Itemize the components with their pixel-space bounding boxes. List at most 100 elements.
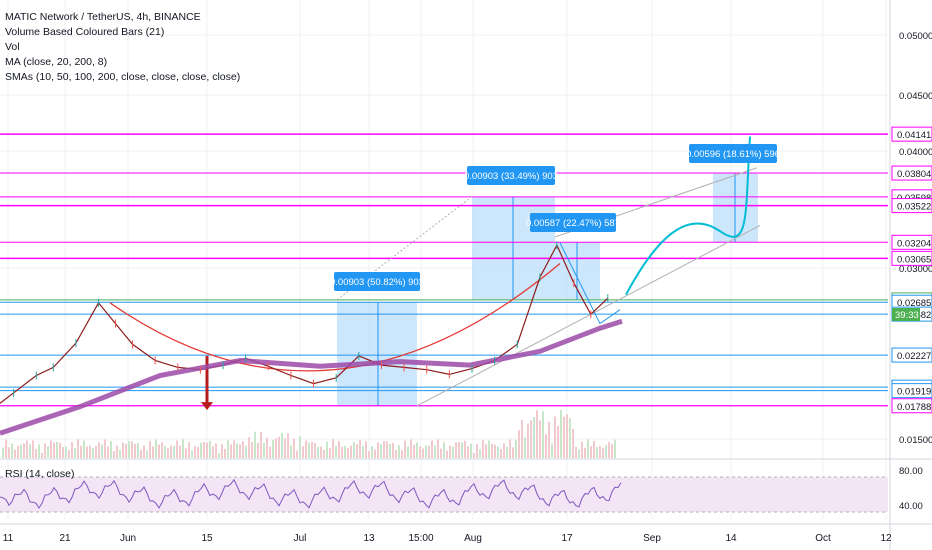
volume-bar (443, 442, 445, 458)
volume-bar (242, 441, 244, 458)
volume-bar (350, 445, 352, 458)
volume-bar (302, 446, 304, 458)
volume-bar (53, 442, 55, 458)
price-tag-box (891, 126, 932, 142)
x-tick-label: 15:00 (408, 533, 433, 544)
current-time-box (892, 308, 920, 321)
price-tag-value: 0.02227 (897, 351, 931, 362)
volume-bar (56, 441, 58, 458)
volume-bar (32, 440, 34, 458)
price-level-lines (0, 133, 888, 407)
indicator-smas[interactable]: SMAs (10, 50, 100, 200, close, close, cl… (5, 71, 241, 83)
x-tick-label: 14 (725, 533, 737, 544)
volume-bar (122, 442, 124, 458)
volume-bar (392, 443, 394, 458)
volume-bar (437, 439, 439, 458)
volume-bar (224, 448, 226, 458)
volume-bar (170, 445, 172, 458)
y-tick-label: 0.05000 (899, 31, 932, 42)
volume-bars (2, 409, 616, 458)
volume-bar (11, 443, 13, 458)
x-tick-label: 11 (3, 533, 14, 544)
volume-bar (374, 449, 376, 458)
volume-bar (359, 439, 361, 458)
volume-bar (332, 439, 334, 458)
volume-bar (206, 442, 208, 458)
volume-bar (545, 434, 547, 458)
measurement-label-bg (467, 166, 555, 185)
volume-bar (71, 441, 73, 458)
volume-bar (29, 444, 31, 458)
volume-bar (140, 449, 142, 458)
volume-bar (560, 409, 562, 458)
volume-bar (236, 443, 238, 458)
measurement-label-text: 0.00903 (50.82%) 903 (330, 277, 424, 288)
current-time-text: 39:33 (895, 310, 919, 321)
price-tag: 0.02227 (891, 347, 932, 363)
volume-bar (404, 440, 406, 458)
volume-bar (371, 445, 373, 458)
volume-bar (476, 443, 478, 458)
volume-bar (557, 425, 559, 458)
volume-bar (464, 440, 466, 458)
measure-box (337, 302, 417, 406)
price-tag-value: 0.03204 (897, 238, 931, 249)
volume-bar (572, 428, 574, 458)
volume-bar (488, 440, 490, 458)
volume-bar (344, 445, 346, 458)
price-tag-value: 0.01788 (897, 402, 931, 413)
indicator-volume-bars[interactable]: Volume Based Coloured Bars (21) (5, 26, 165, 38)
price-tag-value: 0.03804 (897, 169, 931, 180)
volume-bar (182, 439, 184, 458)
rsi-panel (0, 458, 932, 513)
price-tag-value: 0.01919 (897, 387, 931, 398)
volume-bar (185, 448, 187, 458)
volume-bar (125, 443, 127, 458)
volume-bar (380, 443, 382, 458)
volume-bar (356, 444, 358, 458)
rsi-legend[interactable]: RSI (14, close) (5, 468, 75, 480)
volume-bar (245, 445, 247, 458)
volume-bar (44, 443, 46, 458)
volume-bar (554, 416, 556, 458)
volume-bar (239, 444, 241, 458)
volume-bar (386, 441, 388, 458)
price-tag: 0.01919 (891, 383, 932, 399)
volume-bar (587, 439, 589, 458)
volume-bar (524, 437, 526, 458)
volume-bar (128, 441, 130, 458)
x-tick-label: 13 (363, 533, 375, 544)
volume-bar (119, 449, 121, 458)
price-tag-box (891, 198, 932, 214)
volume-bar (470, 443, 472, 458)
volume-bar (515, 439, 517, 458)
rounding-bottom-arc (109, 263, 561, 372)
chart-legend: MATIC Network / TetherUS, 4h, BINANCE Vo… (5, 10, 240, 85)
volume-bar (155, 439, 157, 458)
volume-bar (548, 421, 550, 458)
indicator-vol[interactable]: Vol (5, 41, 20, 53)
volume-bar (599, 446, 601, 458)
y-tick-label: 0.03000 (899, 264, 932, 275)
volume-bar (347, 447, 349, 458)
volume-bar (308, 442, 310, 458)
volume-bar (611, 443, 613, 458)
volume-bar (59, 442, 61, 458)
volume-bar (248, 437, 250, 458)
volume-bar (83, 440, 85, 458)
volume-bar (137, 442, 139, 458)
volume-bar (215, 443, 217, 458)
measurement-label-text: 0.00587 (22.47%) 587 (526, 218, 620, 229)
price-tag: 0.04141 (891, 126, 932, 142)
indicator-ma[interactable]: MA (close, 20, 200, 8) (5, 56, 108, 68)
volume-bar (383, 441, 385, 458)
volume-bar (419, 446, 421, 458)
volume-bar (35, 449, 37, 458)
volume-bar (131, 441, 133, 458)
volume-bar (77, 439, 79, 458)
volume-bar (593, 440, 595, 458)
volume-bar (566, 414, 568, 458)
volume-bar (254, 431, 256, 458)
